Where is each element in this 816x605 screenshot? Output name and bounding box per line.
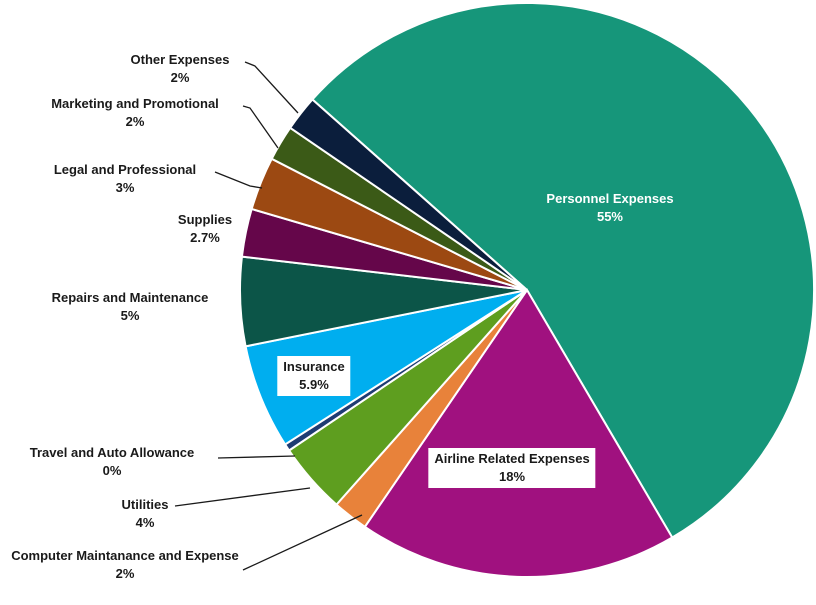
value-label: 2%: [115, 566, 135, 581]
category-label: Legal and Professional: [53, 162, 197, 177]
leader-line: [242, 514, 363, 571]
category-label: Travel and Auto Allowance: [29, 445, 195, 460]
slice-label: Other Expenses 2%: [131, 51, 230, 87]
category-label: Airline Related Expenses: [434, 451, 590, 466]
value-label: 55%: [596, 209, 624, 224]
value-label: 2.7%: [190, 230, 220, 245]
slice-label: Travel and Auto Allowance 0%: [30, 444, 194, 480]
slice-label: Airline Related Expenses 18%: [428, 448, 596, 488]
leader-line: [174, 487, 311, 507]
slice-label: Computer Maintanance and Expense 2%: [5, 547, 245, 583]
slice-label: Legal and Professional 3%: [54, 161, 196, 197]
value-label: 5.9%: [299, 377, 329, 392]
category-label: Insurance: [283, 359, 345, 374]
value-label: 2%: [170, 70, 190, 85]
pie-slice: [363, 288, 674, 578]
slice-label: Utilities 4%: [122, 496, 169, 532]
value-label: 0%: [102, 463, 122, 478]
category-label: Repairs and Maintenance: [51, 290, 209, 305]
category-label: Computer Maintanance and Expense: [11, 548, 239, 563]
value-label: 18%: [498, 469, 526, 484]
slice-label: Marketing and Promotional 2%: [51, 95, 219, 131]
pie-slice: [310, 2, 815, 539]
slice-label: Personnel Expenses 55%: [546, 190, 673, 226]
leader-line: [244, 61, 299, 114]
leader-line: [214, 171, 263, 189]
slice-label: Insurance 5.9%: [277, 356, 351, 396]
leader-line: [242, 105, 279, 149]
category-label: Marketing and Promotional: [51, 96, 219, 111]
value-label: 4%: [135, 515, 155, 530]
value-label: 3%: [115, 180, 135, 195]
pie-slice: [288, 98, 528, 291]
category-label: Personnel Expenses: [546, 191, 674, 206]
slice-label: Supplies 2.7%: [178, 211, 232, 247]
value-label: 5%: [120, 308, 140, 323]
slice-label: Repairs and Maintenance 5%: [52, 289, 209, 325]
value-label: 2%: [125, 114, 145, 129]
category-label: Supplies: [177, 212, 233, 227]
leader-line: [217, 455, 296, 459]
category-label: Other Expenses: [130, 52, 230, 67]
category-label: Utilities: [121, 497, 169, 512]
